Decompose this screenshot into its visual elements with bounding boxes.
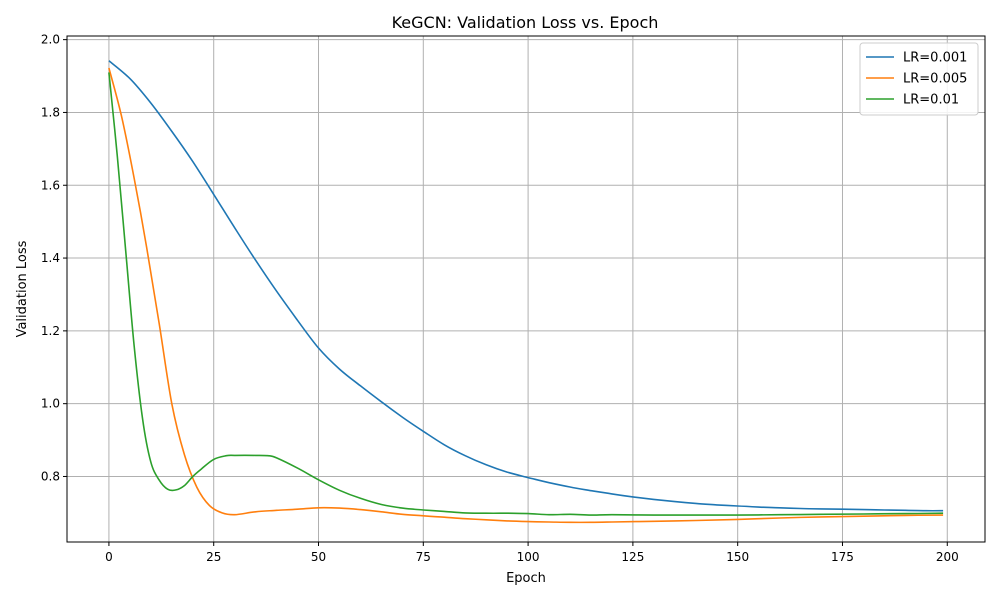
y-tick-label: 1.6 xyxy=(41,178,60,192)
series-line-1 xyxy=(108,60,944,512)
y-tick-label: 1.0 xyxy=(41,397,60,411)
axis-ticks: 0 25 50 75 100 125 150 175 200 0.8 1.0 1.2 1.4 1.6 1.8… xyxy=(41,33,959,564)
x-tick-label: 0 xyxy=(105,550,113,564)
series-line-2 xyxy=(108,67,944,524)
x-tick-label: 150 xyxy=(726,550,749,564)
x-axis-label: Epoch xyxy=(506,571,546,586)
chart-title: KeGCN: Validation Loss vs. Epoch xyxy=(392,13,659,32)
legend-label: LR=0.001 xyxy=(903,51,967,66)
series-layer xyxy=(108,60,944,524)
y-tick-label: 1.4 xyxy=(41,251,60,265)
legend-box xyxy=(859,42,979,116)
series-line-3 xyxy=(108,72,944,516)
x-tick-label: 50 xyxy=(311,550,326,564)
x-tick-label: 175 xyxy=(831,550,854,564)
y-tick-label: 1.2 xyxy=(41,324,60,338)
y-tick-label: 2.0 xyxy=(41,33,60,47)
legend: LR=0.001 LR=0.005 LR=0.01 xyxy=(859,42,979,116)
legend-label: LR=0.005 xyxy=(903,72,967,87)
y-tick-label: 0.8 xyxy=(41,469,60,483)
y-tick-label: 1.8 xyxy=(41,105,60,119)
y-axis-label: Validation Loss xyxy=(15,240,30,337)
plot-frame xyxy=(66,35,986,543)
x-tick-label: 200 xyxy=(936,550,959,564)
x-tick-label: 25 xyxy=(206,550,221,564)
x-tick-label: 100 xyxy=(517,550,540,564)
legend-label: LR=0.01 xyxy=(903,93,959,108)
x-tick-label: 125 xyxy=(621,550,644,564)
x-tick-label: 75 xyxy=(416,550,431,564)
